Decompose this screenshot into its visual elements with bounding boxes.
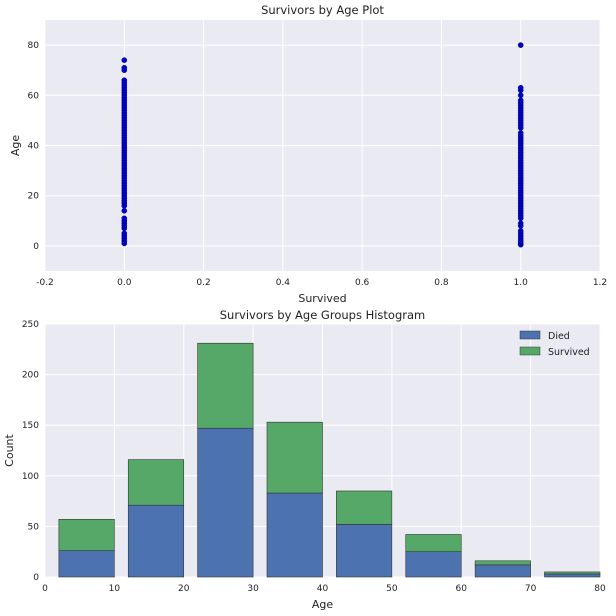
histogram-bar-died (405, 551, 462, 578)
scatter-x-tick-labels: -0.2 0.0 0.2 0.4 0.6 0.8 1.0 1.2 (36, 278, 607, 288)
scatter-x-tick-label: 1.0 (514, 278, 529, 288)
scatter-y-tick-label: 40 (28, 142, 40, 152)
histogram-y-tick-labels: 0 50 100 150 200 250 (22, 320, 39, 583)
histogram-bar-survived (266, 421, 323, 494)
histogram-y-tick-label: 50 (28, 522, 40, 532)
histogram-bar-survived (474, 560, 531, 566)
histogram-bar-died (266, 492, 323, 578)
legend-label-died: Died (548, 331, 570, 342)
histogram-bar-died (336, 524, 393, 578)
histogram-x-tick-label: 30 (247, 584, 259, 594)
legend-swatch-died (519, 330, 541, 340)
histogram-y-tick-label: 200 (22, 371, 39, 381)
scatter-y-tick-label: 0 (33, 242, 39, 252)
scatter-title: Survivors by Age Plot (261, 3, 384, 17)
histogram-bar-survived (127, 459, 185, 506)
histogram-y-tick-label: 250 (22, 320, 39, 330)
histogram-bar-died (58, 550, 115, 578)
histogram-x-tick-labels: 0 10 20 30 40 50 60 70 80 (42, 584, 606, 594)
scatter-x-tick-label: 0.2 (196, 278, 210, 288)
histogram-x-tick-label: 40 (317, 584, 329, 594)
histogram-bar-survived (336, 490, 393, 525)
scatter-point (121, 77, 128, 84)
scatter-gridlines (44, 20, 601, 271)
scatter-x-tick-label: 0.4 (276, 278, 291, 288)
scatter-point (121, 215, 128, 222)
scatter-point (517, 92, 524, 99)
histogram-bar-survived (544, 571, 601, 575)
scatter-point (121, 230, 128, 237)
scatter-point (121, 57, 128, 63)
scatter-x-axis-label: Survived (298, 292, 346, 305)
histogram-y-axis-label: Count (3, 433, 16, 466)
scatter-point (121, 64, 128, 71)
histogram-x-tick-label: 80 (594, 584, 606, 594)
histogram-bar-died (197, 427, 254, 578)
scatter-point (517, 220, 524, 227)
histogram-legend: Died Survived (519, 330, 590, 358)
histogram-x-axis-label: Age (312, 598, 334, 611)
legend-swatch-survived (519, 346, 541, 356)
scatter-x-tick-label: 1.2 (593, 278, 607, 288)
scatter-points (121, 42, 524, 248)
histogram-x-tick-label: 50 (386, 584, 398, 594)
scatter-y-tick-label: 80 (28, 41, 40, 51)
histogram-bar-died (127, 504, 185, 578)
scatter-point (121, 207, 128, 214)
histogram-bars (58, 342, 601, 578)
histogram-bar-survived (197, 342, 254, 429)
histogram-x-tick-label: 20 (178, 584, 190, 594)
histogram-bar-died (474, 564, 531, 578)
scatter-x-tick-label: 0.6 (355, 278, 370, 288)
scatter-x-tick-label: 0.0 (117, 278, 132, 288)
scatter-y-axis-label: Age (9, 135, 22, 157)
histogram-x-tick-label: 10 (109, 584, 121, 594)
scatter-point (517, 84, 524, 91)
histogram-bar-died (544, 573, 601, 578)
scatter-y-tick-labels: 0 20 40 60 80 (28, 41, 40, 252)
scatter-point (517, 42, 524, 48)
survivors-by-age-scatter-chart: -0.2 0.0 0.2 0.4 0.6 0.8 1.0 1.2 0 20 40 60 80 Surv… (9, 3, 607, 305)
histogram-bar-survived (405, 534, 462, 552)
scatter-point (517, 97, 524, 104)
scatter-y-tick-label: 20 (28, 192, 40, 202)
scatter-x-tick-label: -0.2 (36, 278, 54, 288)
scatter-y-tick-label: 60 (28, 91, 40, 101)
histogram-title: Survivors by Age Groups Histogram (220, 308, 426, 322)
scatter-x-tick-label: 0.8 (434, 278, 449, 288)
histogram-y-tick-label: 0 (33, 573, 39, 583)
histogram-y-tick-label: 150 (22, 421, 39, 431)
legend-label-survived: Survived (548, 347, 590, 358)
histogram-y-tick-label: 100 (22, 472, 39, 482)
histogram-bar-survived (58, 519, 115, 551)
histogram-x-tick-label: 70 (525, 584, 537, 594)
scatter-point (517, 228, 524, 234)
histogram-x-tick-label: 60 (456, 584, 468, 594)
age-groups-histogram-chart: 0 10 20 30 40 50 60 70 80 0 50 100 150 200 250 Surviv… (3, 308, 606, 611)
histogram-x-tick-label: 0 (42, 584, 48, 594)
scatter-point (517, 130, 524, 136)
